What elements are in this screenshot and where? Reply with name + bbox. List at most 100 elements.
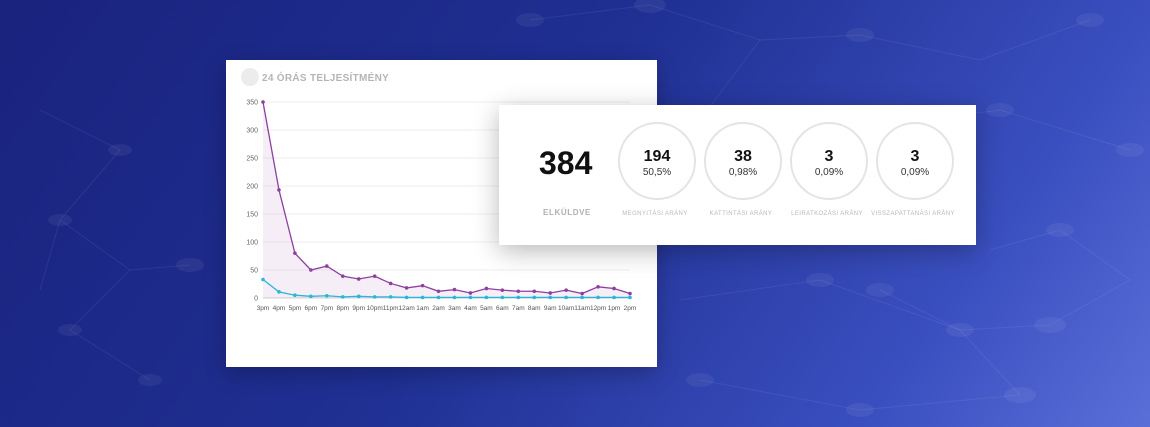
x-tick-label-12: 3am: [448, 305, 461, 312]
unsubscribe-count: 3: [824, 148, 834, 165]
series-1-point-1: [277, 290, 281, 294]
series-0-point-23: [628, 291, 632, 296]
series-1-point-16: [516, 295, 521, 300]
series-1-point-13: [468, 295, 473, 300]
x-tick-label-14: 5am: [480, 305, 493, 312]
series-0-point-7: [372, 274, 377, 278]
x-tick-label-11: 2am: [432, 305, 445, 312]
y-tick-label-5: 250: [246, 156, 258, 163]
x-tick-label-6: 9pm: [352, 305, 365, 312]
series-1-point-12: [452, 295, 457, 300]
series-0-point-18: [548, 291, 553, 295]
series-1-point-3: [309, 294, 313, 299]
series-0-point-22: [612, 286, 616, 291]
series-1-point-15: [500, 295, 505, 300]
series-1-point-18: [548, 295, 553, 300]
series-0-point-5: [340, 274, 345, 278]
click-rate-circle: 38 0,98%: [704, 122, 782, 200]
sent-count: 384: [539, 145, 593, 181]
series-0-point-21: [596, 285, 600, 289]
x-tick-label-18: 9am: [544, 305, 557, 312]
x-tick-label-9: 12am: [398, 305, 414, 312]
x-tick-label-19: 10am: [558, 305, 574, 312]
series-1-point-14: [484, 295, 489, 300]
series-0-area: [263, 102, 630, 298]
series-0-point-13: [468, 291, 473, 295]
x-tick-label-7: 10pm: [367, 305, 383, 312]
series-0-point-4: [325, 264, 329, 268]
series-1-point-20: [580, 295, 584, 300]
x-tick-label-20: 11am: [574, 305, 590, 312]
unsubscribe-rate-circle: 3 0,09%: [790, 122, 868, 200]
series-1-point-9: [404, 295, 409, 300]
bounce-percent: 0,09%: [900, 167, 930, 178]
stats-card: 384 ELKÜLDVE 194 50,5% MEGNYITÁSI ARÁNY …: [499, 105, 976, 245]
series-0-point-8: [388, 281, 393, 286]
series-0-point-1: [277, 188, 281, 192]
x-tick-label-2: 5pm: [289, 305, 302, 312]
series-1-point-11: [436, 295, 441, 300]
series-1-point-23: [628, 295, 632, 300]
series-0-point-17: [532, 289, 537, 294]
unsubscribe-percent: 0,09%: [814, 167, 844, 178]
series-1-point-5: [340, 295, 345, 299]
bounce-rate-circle: 3 0,09%: [876, 122, 954, 200]
click-rate-label: KATTINTÁSI ARÁNY: [709, 211, 773, 217]
series-0-point-10: [420, 283, 425, 288]
series-0-point-0: [261, 100, 265, 104]
x-tick-label-15: 6am: [496, 305, 509, 312]
x-tick-label-0: 3pm: [257, 305, 270, 312]
x-tick-label-10: 1am: [416, 305, 429, 312]
series-1-point-22: [612, 295, 616, 300]
open-rate-label: MEGNYITÁSI ARÁNY: [622, 211, 688, 217]
y-tick-label-7: 350: [246, 100, 258, 107]
series-1-point-21: [596, 295, 600, 300]
bounce-rate-label: VISSZAPATTANÁSI ARÁNY: [871, 211, 955, 217]
chart-title: 24 ÓRÁS TELJESÍTMÉNY: [262, 73, 390, 84]
series-1-point-0: [261, 277, 265, 282]
series-0-point-3: [309, 268, 313, 272]
x-tick-label-5: 8pm: [336, 305, 349, 312]
series-0-point-15: [500, 288, 505, 292]
series-0-point-12: [452, 287, 457, 292]
series-1-point-6: [356, 294, 361, 299]
x-tick-label-22: 1pm: [608, 305, 621, 312]
series-0-line: [262, 101, 631, 295]
series-1-point-4: [325, 293, 329, 298]
series-0-point-19: [564, 288, 568, 292]
chart-title-icon: [241, 68, 259, 86]
series-0-point-14: [484, 286, 489, 291]
series-1-point-8: [388, 295, 393, 299]
series-1-point-17: [532, 295, 537, 300]
unsubscribe-rate-label: LEIRATKOZÁSI ARÁNY: [791, 211, 863, 217]
click-count: 38: [734, 148, 752, 165]
x-tick-label-17: 8am: [528, 305, 541, 312]
x-tick-label-16: 7am: [512, 305, 525, 312]
x-tick-label-23: 2pm: [624, 305, 637, 312]
y-tick-label-0: 0: [254, 296, 258, 303]
series-1-point-10: [420, 295, 425, 300]
open-rate-circle: 194 50,5%: [618, 122, 696, 200]
y-tick-label-1: 50: [250, 268, 258, 275]
series-1-point-19: [564, 295, 568, 300]
y-tick-label-6: 300: [246, 128, 258, 135]
x-tick-label-21: 12pm: [590, 305, 606, 312]
series-0-point-11: [436, 289, 441, 294]
x-tick-label-4: 7pm: [320, 305, 333, 312]
x-tick-label-13: 4am: [464, 305, 477, 312]
y-tick-label-2: 100: [246, 240, 258, 247]
open-count: 194: [643, 148, 671, 165]
series-0-point-2: [293, 251, 297, 255]
series-0-point-9: [404, 286, 409, 290]
series-0-point-20: [580, 291, 584, 296]
series-1-line: [262, 279, 630, 299]
x-tick-label-1: 4pm: [273, 305, 286, 312]
series-1-point-2: [293, 293, 297, 298]
y-tick-label-4: 200: [246, 184, 258, 191]
open-percent: 50,5%: [642, 167, 672, 178]
click-percent: 0,98%: [728, 167, 758, 178]
x-tick-label-8: 11pm: [383, 305, 399, 312]
series-0-point-16: [516, 289, 521, 294]
